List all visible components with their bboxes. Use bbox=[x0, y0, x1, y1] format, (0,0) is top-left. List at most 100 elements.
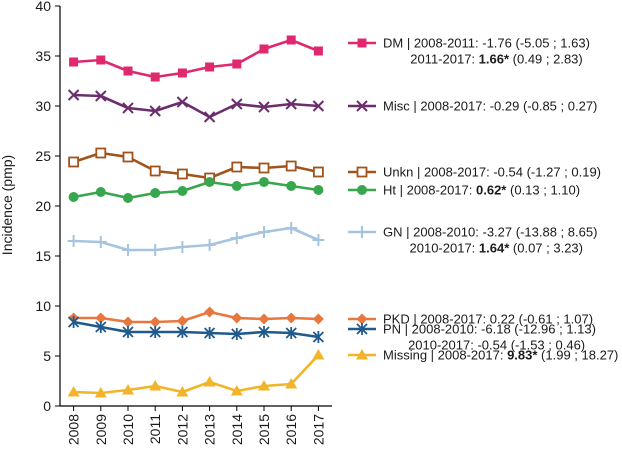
data-point-pn bbox=[149, 326, 161, 338]
x-tick-label: 2008 bbox=[66, 414, 82, 445]
legend-item-pkd: PKD | 2008-2017: 0.22 (-0.61 ; 1.07) bbox=[348, 312, 593, 327]
data-point-pn bbox=[95, 321, 107, 333]
data-point-missing bbox=[67, 386, 80, 397]
x-tick-label: 2016 bbox=[283, 414, 299, 445]
legend-text: Ht | 2008-2017: 0.62* (0.13 ; 1.10) bbox=[383, 183, 580, 198]
legend-text-part: (0.07 ; 3.23) bbox=[509, 241, 583, 256]
axes: 0 5 10 15 20 25 30 35 40 2008 2009 2010 2011 2012 2013… bbox=[35, 0, 332, 445]
data-point-dm bbox=[150, 72, 160, 82]
legend-text: PKD | 2008-2017: 0.22 (-0.61 ; 1.07) bbox=[383, 312, 593, 327]
x-tick-label: 2017 bbox=[310, 414, 326, 445]
data-point-ht bbox=[313, 185, 324, 195]
data-point-pkd bbox=[285, 312, 297, 324]
legend-text-part: (0.49 ; 2.83) bbox=[509, 52, 583, 67]
series-dm bbox=[69, 35, 323, 82]
series-group bbox=[67, 35, 325, 398]
data-point-pkd bbox=[258, 313, 270, 325]
series-gn bbox=[67, 222, 325, 256]
legend-item-gn: GN | 2008-2010: -3.27 (-13.88 ; 8.65)201… bbox=[348, 225, 597, 256]
y-tick-label: 0 bbox=[43, 398, 51, 414]
legend-text-part: PKD | 2008-2017: 0.22 (-0.61 ; 1.07) bbox=[383, 312, 593, 327]
data-point-unkn bbox=[176, 168, 188, 180]
data-point-gn bbox=[67, 235, 80, 247]
data-point-gn bbox=[94, 236, 107, 248]
data-point-ht bbox=[95, 187, 106, 197]
data-point-pn bbox=[312, 331, 325, 343]
data-point-ht bbox=[286, 181, 297, 191]
legend-text-part: PN | 2008-2010: -6.18 (-12.96 ; 1.13) bbox=[383, 322, 596, 337]
data-point-pn bbox=[67, 316, 80, 328]
legend-text-part: 2011-2017: bbox=[410, 52, 478, 67]
data-point-misc bbox=[95, 90, 107, 102]
data-point-missing bbox=[94, 387, 107, 398]
series-ht bbox=[68, 177, 324, 203]
legend: DM | 2008-2011: -1.76 (-5.05 ; 1.63)2011… bbox=[348, 36, 618, 363]
data-point-ht bbox=[177, 186, 188, 196]
data-point-gn bbox=[203, 239, 216, 251]
data-point-gn bbox=[176, 241, 189, 253]
y-tick-label: 15 bbox=[35, 248, 51, 264]
series-pn bbox=[67, 316, 325, 343]
series-line-misc bbox=[73, 93, 319, 119]
legend-item-ht: Ht | 2008-2017: 0.62* (0.13 ; 1.10) bbox=[348, 183, 580, 198]
data-point-unkn bbox=[68, 156, 79, 168]
legend-significant-value: 1.64* bbox=[479, 241, 510, 256]
data-point-unkn bbox=[122, 151, 134, 163]
y-tick-label: 5 bbox=[43, 348, 51, 364]
y-tick-label: 25 bbox=[35, 148, 51, 164]
legend-text-part: Misc | 2008-2017: -0.29 (-0.85 ; 0.27) bbox=[383, 99, 597, 114]
data-point-gn bbox=[230, 232, 243, 244]
series-line-pn bbox=[73, 320, 319, 339]
legend-text: GN | 2008-2010: -3.27 (-13.88 ; 8.65) bbox=[383, 225, 597, 240]
legend-text: Misc | 2008-2017: -0.29 (-0.85 ; 0.27) bbox=[383, 99, 597, 114]
data-point-pkd bbox=[122, 316, 134, 328]
legend-marker-pkd bbox=[356, 313, 368, 325]
data-point-gn bbox=[149, 244, 162, 256]
data-point-dm bbox=[205, 62, 215, 72]
data-point-pkd bbox=[95, 312, 107, 324]
data-point-missing bbox=[285, 378, 298, 389]
series-line-missing bbox=[73, 354, 320, 395]
data-point-unkn bbox=[149, 165, 161, 177]
legend-text-part: 2010-2017: -0.54 (-1.53 ; 0.46) bbox=[408, 338, 585, 353]
series-line-unkn bbox=[73, 151, 319, 180]
data-point-gn bbox=[258, 226, 270, 238]
data-point-dm bbox=[286, 35, 296, 45]
legend-text: PN | 2008-2010: -6.18 (-12.96 ; 1.13) bbox=[383, 322, 596, 337]
data-point-misc bbox=[258, 101, 270, 113]
legend-marker-misc bbox=[356, 100, 368, 112]
data-point-misc bbox=[231, 98, 243, 110]
legend-marker-gn bbox=[356, 226, 368, 238]
data-point-gn bbox=[122, 244, 134, 256]
legend-item-dm: DM | 2008-2011: -1.76 (-5.05 ; 1.63)2011… bbox=[348, 36, 590, 67]
data-point-misc bbox=[67, 89, 80, 101]
legend-text: 2011-2017: 1.66* (0.49 ; 2.83) bbox=[410, 52, 583, 67]
data-point-misc bbox=[176, 96, 189, 108]
data-point-unkn bbox=[312, 166, 324, 178]
data-point-misc bbox=[122, 102, 134, 114]
series-line-pkd bbox=[73, 310, 319, 324]
y-tick-label: 20 bbox=[35, 198, 51, 214]
legend-item-pn: PN | 2008-2010: -6.18 (-12.96 ; 1.13)201… bbox=[348, 322, 596, 353]
series-line-gn bbox=[73, 226, 319, 252]
data-point-pn bbox=[231, 328, 243, 340]
legend-text: 2010-2017: -0.54 (-1.53 ; 0.46) bbox=[408, 338, 585, 353]
legend-text: Unkn | 2008-2017: -0.54 (-1.27 ; 0.19) bbox=[383, 165, 601, 180]
x-tick-label: 2009 bbox=[93, 414, 109, 445]
legend-significant-value: 0.62* bbox=[476, 183, 507, 198]
x-tick-label: 2012 bbox=[174, 414, 190, 445]
data-point-gn bbox=[285, 222, 298, 234]
data-point-pn bbox=[203, 327, 216, 339]
data-point-ht bbox=[204, 177, 215, 187]
x-tick-label: 2013 bbox=[202, 414, 218, 445]
data-point-pn bbox=[285, 327, 297, 339]
y-tick-label: 30 bbox=[35, 98, 51, 114]
legend-text-part: Missing | 2008-2017: bbox=[383, 348, 507, 363]
data-point-gn bbox=[312, 234, 325, 246]
data-point-ht bbox=[259, 177, 269, 187]
data-point-missing bbox=[230, 385, 243, 396]
legend-text-part: DM | 2008-2011: -1.76 (-5.05 ; 1.63) bbox=[383, 36, 590, 51]
series-line-ht bbox=[73, 180, 319, 200]
legend-text-part: Ht | 2008-2017: bbox=[383, 183, 476, 198]
legend-marker-dm bbox=[357, 38, 367, 48]
